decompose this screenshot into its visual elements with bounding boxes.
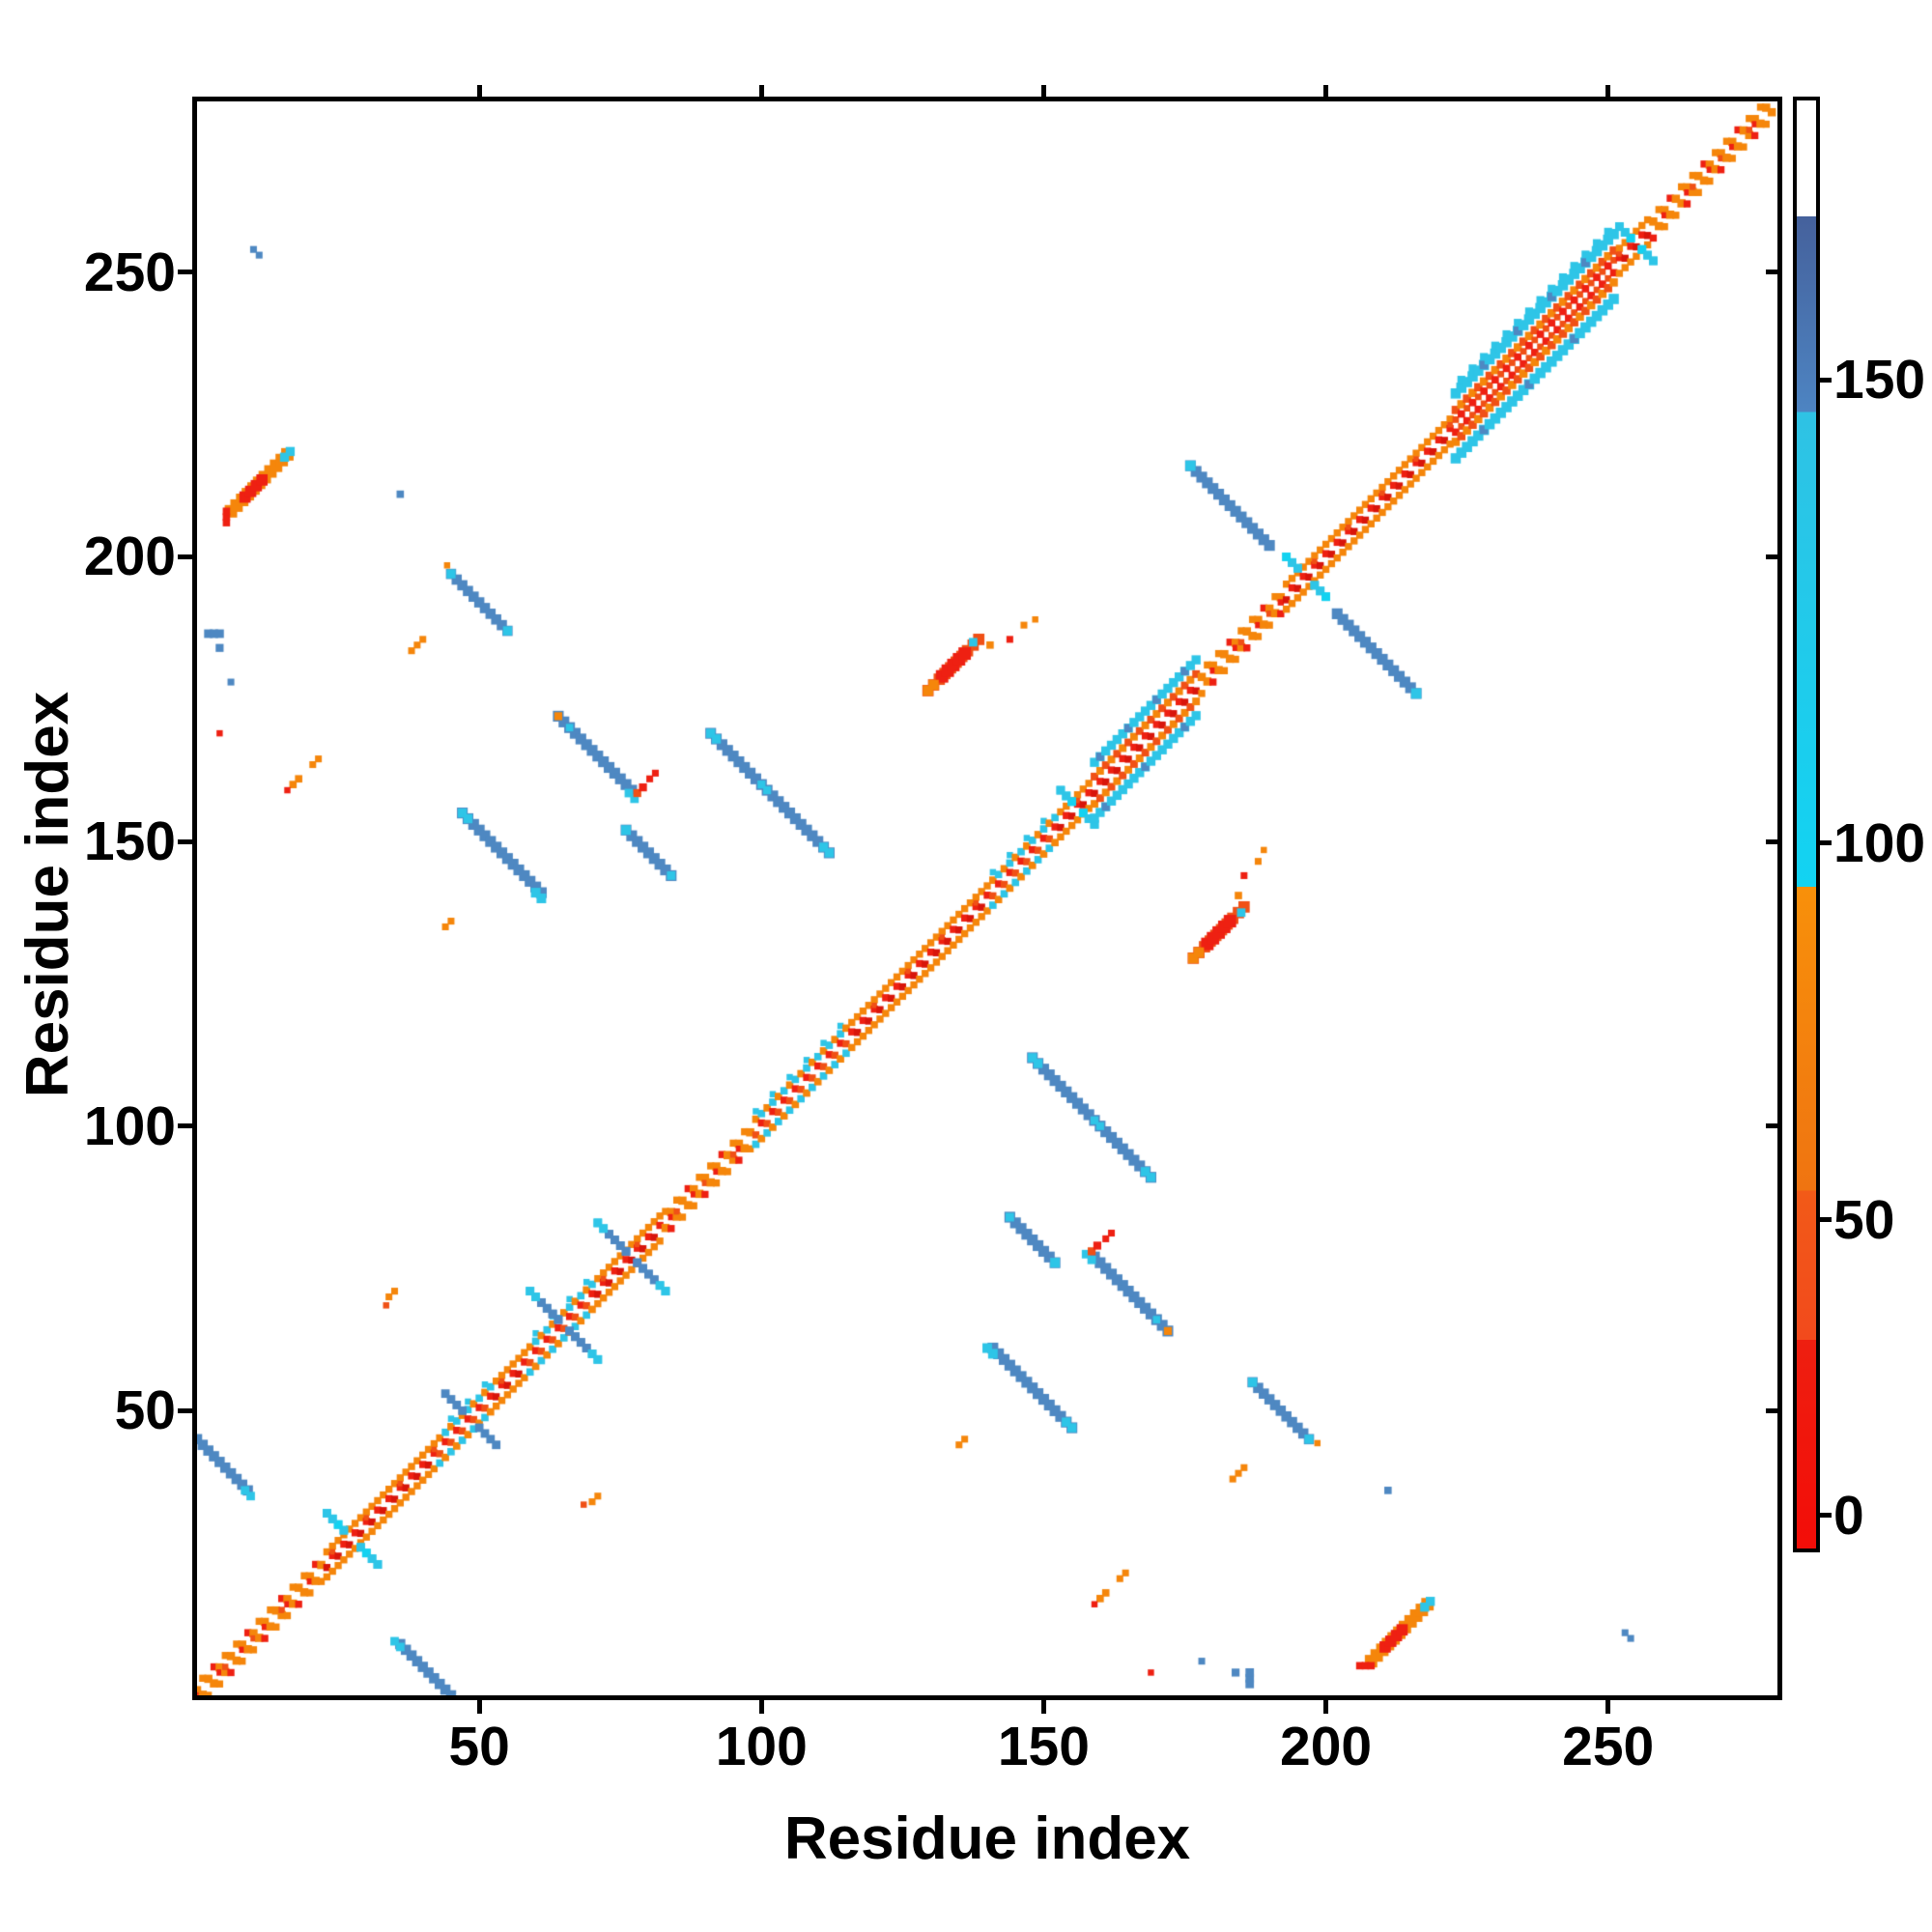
y-tick-label: 200	[83, 526, 176, 588]
x-tick-label: 150	[997, 1716, 1090, 1777]
x-tick-label: 250	[1562, 1716, 1655, 1777]
x-tick	[758, 1698, 764, 1714]
colorbar-tick	[1820, 840, 1832, 846]
colorbar-tick	[1820, 377, 1832, 383]
y-tick	[178, 838, 193, 844]
x-tick	[476, 1698, 482, 1714]
y-tick-label: 50	[114, 1379, 176, 1442]
contact-map-canvas	[197, 101, 1777, 1695]
colorbar-gradient	[1797, 100, 1816, 1548]
y-tick	[178, 554, 193, 559]
y-tick-label: 150	[83, 810, 176, 873]
x-tick-top	[1323, 85, 1329, 99]
y-tick-right	[1766, 838, 1777, 844]
x-tick-label: 100	[715, 1716, 808, 1777]
x-axis-label: Residue index	[783, 1805, 1191, 1872]
y-tick	[178, 270, 193, 275]
x-tick-top	[758, 85, 764, 99]
x-tick	[1605, 1698, 1611, 1714]
x-tick	[1040, 1698, 1046, 1714]
contact-map-plot	[192, 97, 1782, 1700]
y-tick-right	[1766, 270, 1777, 275]
colorbar-tick-label: 50	[1833, 1188, 1895, 1251]
x-tick-top	[476, 85, 482, 99]
colorbar-tick-label: 0	[1833, 1484, 1864, 1547]
x-tick-label: 200	[1280, 1716, 1373, 1777]
colorbar-tick	[1820, 1513, 1832, 1519]
y-axis-label: Residue index	[14, 691, 81, 1098]
x-tick-label: 50	[448, 1716, 510, 1777]
x-tick-top	[1040, 85, 1046, 99]
x-tick-top	[1605, 85, 1611, 99]
colorbar-tick-label: 100	[1833, 811, 1926, 874]
y-tick-label: 100	[83, 1094, 176, 1157]
y-tick	[178, 1123, 193, 1129]
y-tick-right	[1766, 1407, 1777, 1413]
colorbar-tick	[1820, 1217, 1832, 1223]
y-tick-right	[1766, 554, 1777, 559]
y-tick	[178, 1407, 193, 1413]
colorbar-tick-label: 150	[1833, 349, 1926, 412]
y-tick-label: 250	[83, 241, 176, 303]
x-tick	[1323, 1698, 1329, 1714]
y-tick-right	[1766, 1123, 1777, 1129]
colorbar	[1793, 97, 1820, 1552]
